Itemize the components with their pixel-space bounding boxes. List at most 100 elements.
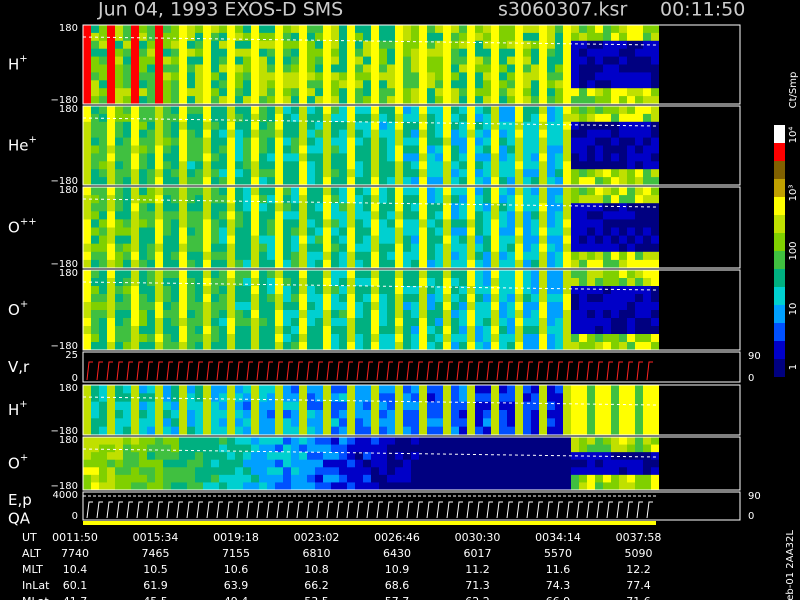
spectrum-cell — [523, 219, 531, 228]
spectrum-cell — [267, 25, 275, 34]
spectrum-cell — [275, 278, 283, 287]
spectrum-cell — [131, 227, 139, 237]
spectrum-cell — [595, 177, 603, 186]
spectrum-cell — [427, 286, 435, 295]
spectrum-cell — [571, 318, 579, 327]
spectrum-cell — [395, 259, 403, 269]
spectrum-cell — [579, 259, 587, 269]
spectrum-cell — [315, 177, 323, 186]
spectrum-cell — [499, 294, 507, 303]
spectrum-cell — [163, 32, 171, 42]
spectrum-cell — [531, 437, 539, 446]
spectrum-cell — [195, 286, 203, 295]
spectrum-cell — [595, 113, 603, 123]
spectrum-cell — [323, 169, 331, 178]
spectrum-cell — [139, 56, 147, 65]
spectrum-cell — [107, 121, 115, 131]
spectrum-cell — [259, 467, 267, 476]
spectrum-cell — [235, 385, 243, 394]
spectrum-cell — [651, 56, 659, 65]
spectrum-cell — [651, 145, 659, 154]
spectrum-cell — [555, 251, 563, 261]
spectrum-cell — [155, 334, 163, 343]
spectrum-cell — [379, 385, 387, 394]
spectrum-cell — [387, 25, 395, 34]
spectrum-cell — [523, 444, 531, 453]
spectrum-cell — [451, 467, 459, 476]
spectrum-cell — [595, 326, 603, 335]
spectrum-cell — [579, 145, 587, 154]
spectrum-cell — [83, 243, 91, 253]
trace — [476, 361, 483, 381]
trace — [306, 501, 313, 519]
spectrum-cell — [195, 106, 203, 115]
spectrum-cell — [443, 32, 451, 42]
spectrum-cell — [155, 96, 163, 105]
table-cell: 61.9 — [143, 579, 168, 592]
spectrum-cell — [347, 106, 355, 115]
spectrum-cell — [355, 211, 363, 220]
spectrum-cell — [459, 444, 467, 453]
spectrum-cell — [371, 88, 379, 97]
spectrum-cell — [619, 227, 627, 237]
spectrum-cell — [219, 251, 227, 261]
spectrum-cell — [355, 410, 363, 419]
spectrum-cell — [219, 106, 227, 115]
spectrum-cell — [155, 227, 163, 237]
spectrum-cell — [619, 80, 627, 89]
spectrum-cell — [443, 227, 451, 237]
spectrum-cell — [411, 177, 419, 186]
spectrum-cell — [163, 467, 171, 476]
spectrum-cell — [395, 203, 403, 212]
spectrum-cell — [635, 393, 643, 403]
spectrum-cell — [227, 153, 235, 162]
spectrum-cell — [443, 302, 451, 311]
spectrum-cell — [243, 437, 251, 446]
spectrum-cell — [331, 474, 339, 483]
spectrum-cell — [315, 452, 323, 461]
spectrum-cell — [539, 80, 547, 89]
spectrum-cell — [315, 474, 323, 483]
spectrum-cell — [147, 302, 155, 311]
spectrum-cell — [83, 251, 91, 261]
spectrum-cell — [371, 25, 379, 34]
spectrum-cell — [515, 32, 523, 42]
spectrum-cell — [603, 474, 611, 483]
spectrum-cell — [427, 145, 435, 154]
spectrum-cell — [163, 286, 171, 295]
spectrum-cell — [371, 80, 379, 89]
spectrum-cell — [579, 64, 587, 73]
spectrum-cell — [347, 227, 355, 237]
spectrum-cell — [99, 203, 107, 212]
spectrum-cell — [195, 121, 203, 131]
spectrum-cell — [291, 235, 299, 245]
spectrum-cell — [379, 48, 387, 58]
spectrum-cell — [443, 326, 451, 335]
spectrum-cell — [627, 25, 635, 34]
spectrum-cell — [539, 153, 547, 162]
spectrum-cell — [619, 318, 627, 327]
spectrum-cell — [243, 137, 251, 146]
spectrum-cell — [515, 235, 523, 245]
spectrum-cell — [211, 227, 219, 237]
spectrum-cell — [251, 211, 259, 220]
spectrum-cell — [547, 25, 555, 34]
spectrum-cell — [291, 334, 299, 343]
spectrum-cell — [347, 318, 355, 327]
spectrum-cell — [571, 418, 579, 428]
spectrum-cell — [443, 153, 451, 162]
spectrum-cell — [227, 187, 235, 196]
spectrum-cell — [403, 137, 411, 146]
spectrum-cell — [179, 270, 187, 279]
spectrum-cell — [435, 106, 443, 115]
spectrum-cell — [539, 437, 547, 446]
spectrum-cell — [619, 418, 627, 428]
spectrum-cell — [259, 153, 267, 162]
spectrum-cell — [475, 121, 483, 131]
spectrum-cell — [107, 467, 115, 476]
spectrum-cell — [411, 243, 419, 253]
spectrum-cell — [387, 302, 395, 311]
spectrum-cell — [227, 64, 235, 73]
spectrum-cell — [147, 80, 155, 89]
spectrum-cell — [507, 25, 515, 34]
